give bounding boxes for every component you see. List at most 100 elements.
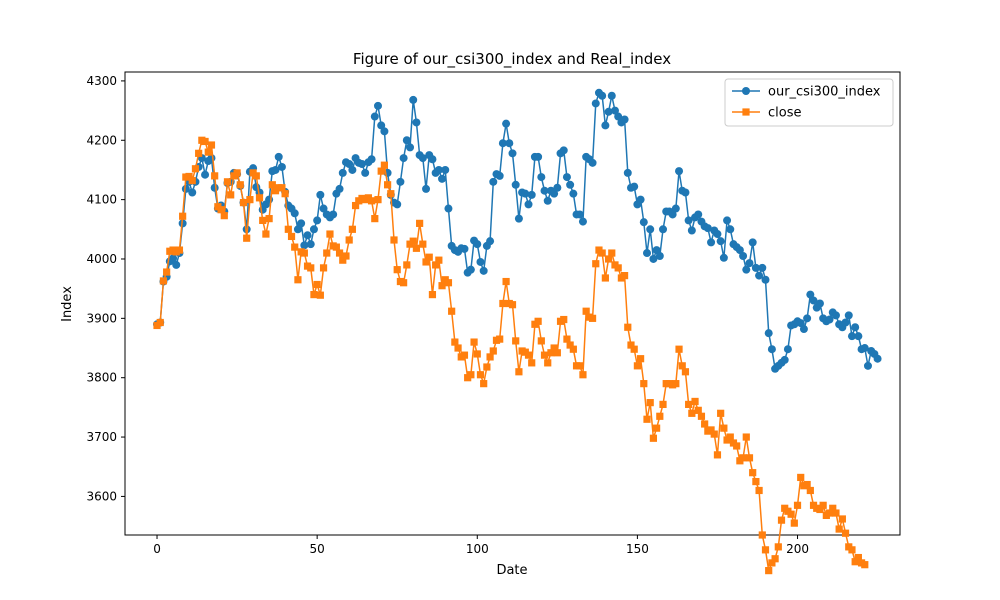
data-point (479, 266, 488, 275)
data-point (496, 335, 504, 343)
data-point (854, 332, 863, 341)
data-point (566, 180, 575, 189)
data-point (563, 335, 571, 343)
data-point (540, 186, 549, 195)
y-tick-label: 3800 (86, 371, 117, 385)
y-axis-label: Index (60, 286, 75, 322)
y-tick-label: 4100 (86, 193, 117, 207)
data-point (767, 345, 776, 354)
data-point (653, 424, 661, 432)
data-point (829, 504, 837, 512)
data-point (329, 210, 338, 219)
data-point (723, 216, 732, 225)
data-point (467, 371, 475, 379)
data-point (656, 412, 664, 420)
data-point (345, 236, 353, 244)
data-point (265, 215, 273, 223)
data-point (220, 212, 228, 220)
data-point (495, 171, 504, 180)
data-point (290, 209, 299, 218)
data-point (444, 279, 453, 287)
data-point (797, 473, 805, 482)
data-point (610, 106, 619, 115)
data-point (521, 189, 530, 198)
data-point (544, 359, 552, 367)
data-point (751, 263, 760, 272)
data-point (816, 505, 824, 514)
data-point (620, 115, 629, 124)
series-close (153, 136, 869, 575)
data-point (764, 329, 773, 338)
data-point (210, 183, 219, 192)
data-point (832, 509, 840, 517)
data-point (598, 249, 606, 257)
data-point (326, 230, 334, 238)
data-point (652, 246, 661, 255)
data-point (307, 264, 315, 272)
data-point (480, 380, 488, 388)
data-point (569, 189, 578, 198)
data-point (720, 424, 728, 432)
data-point (400, 279, 408, 287)
data-point (409, 95, 418, 104)
data-point (441, 165, 450, 174)
data-point (268, 181, 276, 189)
data-point (483, 363, 491, 371)
data-point (697, 412, 706, 420)
data-point (306, 240, 315, 249)
data-point (338, 168, 347, 177)
series-line (156, 91, 879, 371)
data-point (675, 167, 684, 176)
data-point (370, 112, 379, 121)
data-point (297, 219, 306, 228)
data-point (861, 561, 869, 569)
data-point (473, 240, 482, 249)
data-point (323, 249, 331, 257)
data-point (796, 319, 805, 328)
data-point (351, 201, 360, 210)
data-point (422, 258, 430, 266)
data-point (633, 362, 641, 370)
data-point (412, 118, 421, 127)
data-point (691, 397, 699, 406)
data-point (498, 139, 507, 148)
data-point (681, 368, 690, 376)
data-point (342, 252, 350, 260)
data-point (239, 198, 248, 207)
data-point (550, 344, 558, 352)
chart-title: Figure of our_csi300_index and Real_inde… (353, 50, 671, 69)
data-point (246, 196, 254, 204)
data-point (560, 315, 568, 324)
data-point (607, 91, 616, 100)
legend-box (724, 78, 894, 127)
data-point (630, 182, 639, 191)
data-point (156, 318, 164, 327)
data-point (614, 264, 622, 272)
data-point (534, 152, 543, 161)
data-point (646, 399, 654, 407)
data-point (277, 162, 286, 171)
data-point (188, 188, 197, 197)
legend-label: close (768, 106, 801, 121)
data-point (847, 332, 856, 341)
data-point (451, 338, 459, 346)
data-point (508, 301, 517, 309)
data-point (486, 353, 494, 361)
data-point (195, 149, 203, 157)
data-point (512, 337, 520, 345)
data-point (688, 409, 696, 417)
data-point (476, 371, 485, 379)
y-axis: 3600 3700 3800 3900 4000 4100 4200 4300 (86, 74, 125, 503)
data-point (313, 280, 321, 289)
y-tick-label: 3900 (86, 311, 117, 325)
data-point (694, 210, 703, 219)
data-point (579, 371, 587, 379)
data-point (608, 249, 616, 257)
data-point (454, 344, 462, 352)
data-point (550, 189, 559, 198)
data-point (371, 215, 379, 223)
data-point (185, 172, 193, 181)
data-point (575, 210, 584, 219)
data-point (175, 246, 184, 254)
data-point (434, 165, 443, 174)
